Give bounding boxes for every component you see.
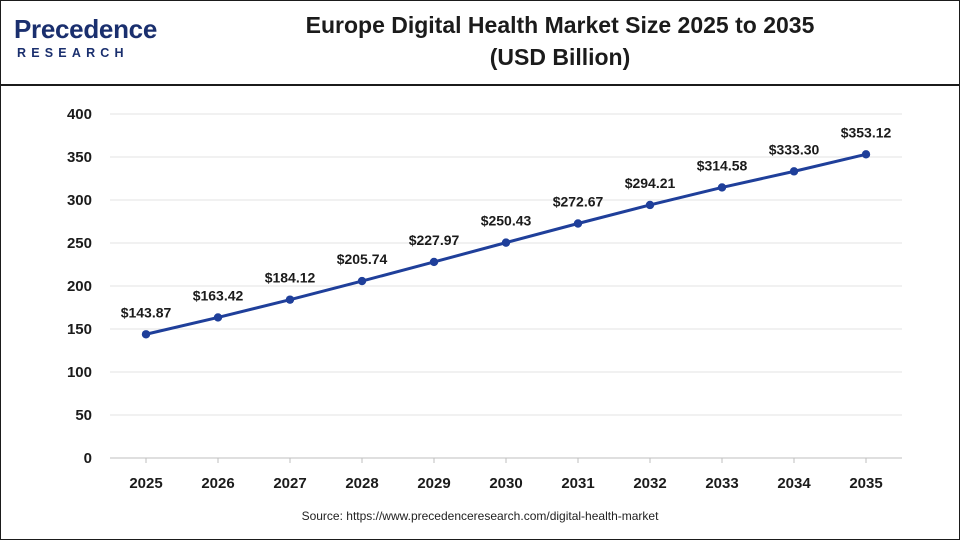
data-label: $227.97 — [409, 232, 460, 248]
y-tick-label: 150 — [67, 321, 92, 338]
data-label: $143.87 — [121, 304, 172, 320]
data-label: $250.43 — [481, 213, 532, 229]
x-tick-label: 2035 — [849, 475, 882, 492]
data-label: $353.12 — [841, 124, 892, 140]
data-label: $333.30 — [769, 141, 820, 157]
source-note: Source: https://www.precedenceresearch.c… — [301, 509, 659, 523]
line-chart: 0 50 100 150 200 250 300 350 400 2025 2026 2027 2028… — [67, 106, 902, 492]
y-tick-label: 200 — [67, 278, 92, 295]
data-point — [357, 276, 367, 286]
y-tick-label: 400 — [67, 106, 92, 123]
x-tick-label: 2028 — [345, 475, 378, 492]
y-tick-label: 50 — [75, 407, 92, 424]
data-label: $205.74 — [337, 251, 388, 267]
chart-title-line-2: (USD Billion) — [489, 44, 631, 70]
data-point — [501, 238, 511, 247]
data-label: $184.12 — [265, 270, 316, 286]
data-label: $163.42 — [193, 287, 244, 303]
x-tick-label: 2026 — [201, 475, 234, 492]
x-tick-label: 2034 — [777, 475, 811, 492]
data-point — [861, 150, 871, 159]
data-label: $314.58 — [697, 157, 748, 173]
data-point — [429, 257, 439, 267]
x-tick-label: 2029 — [417, 475, 450, 492]
x-tick-label: 2031 — [561, 475, 594, 492]
x-tick-label: 2030 — [489, 475, 522, 492]
logo-wordmark: Precedence — [14, 14, 157, 44]
data-point — [141, 330, 151, 339]
data-point — [645, 200, 655, 210]
header: Precedence RESEARCH Europe Digital Healt… — [0, 0, 960, 86]
data-point — [285, 295, 295, 304]
logo-subtitle: RESEARCH — [17, 46, 129, 60]
data-point — [573, 219, 583, 228]
data-point — [213, 313, 223, 322]
x-tick-label: 2025 — [129, 475, 162, 492]
data-label: $272.67 — [553, 194, 604, 210]
data-point — [717, 183, 727, 192]
logo: Precedence RESEARCH — [14, 14, 164, 64]
y-tick-label: 250 — [67, 235, 92, 252]
data-point — [789, 167, 799, 176]
y-tick-label: 300 — [67, 192, 92, 209]
y-tick-label: 350 — [67, 149, 92, 166]
x-tick-label: 2032 — [633, 475, 666, 492]
y-tick-label: 0 — [84, 450, 92, 467]
chart-title: Europe Digital Health Market Size 2025 t… — [240, 9, 880, 73]
x-tick-label: 2033 — [705, 475, 738, 492]
x-tick-label: 2027 — [273, 475, 306, 492]
data-label: $294.21 — [625, 175, 676, 191]
y-tick-label: 100 — [67, 364, 92, 381]
chart-title-line-1: Europe Digital Health Market Size 2025 t… — [305, 12, 815, 38]
